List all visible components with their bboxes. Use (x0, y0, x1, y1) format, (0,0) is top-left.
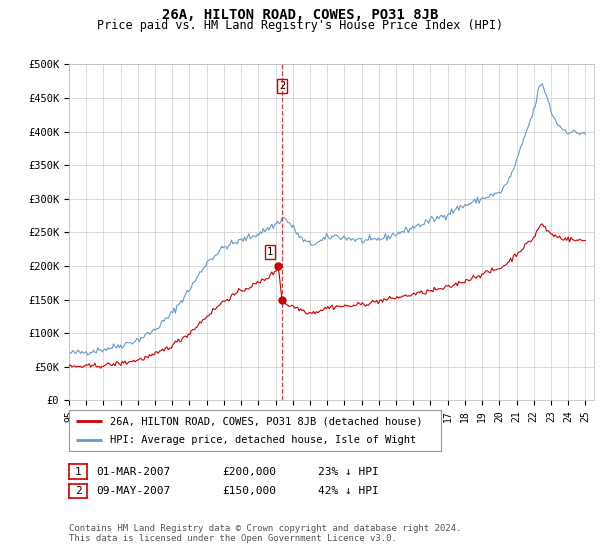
Text: 26A, HILTON ROAD, COWES, PO31 8JB (detached house): 26A, HILTON ROAD, COWES, PO31 8JB (detac… (110, 417, 422, 426)
Text: 1: 1 (74, 466, 82, 477)
Text: 09-MAY-2007: 09-MAY-2007 (96, 486, 170, 496)
Text: 2: 2 (279, 81, 285, 91)
Text: £150,000: £150,000 (222, 486, 276, 496)
Text: 2: 2 (74, 486, 82, 496)
Text: HPI: Average price, detached house, Isle of Wight: HPI: Average price, detached house, Isle… (110, 435, 416, 445)
Text: This data is licensed under the Open Government Licence v3.0.: This data is licensed under the Open Gov… (69, 534, 397, 543)
Text: Contains HM Land Registry data © Crown copyright and database right 2024.: Contains HM Land Registry data © Crown c… (69, 524, 461, 533)
Text: 1: 1 (267, 246, 273, 256)
Text: Price paid vs. HM Land Registry's House Price Index (HPI): Price paid vs. HM Land Registry's House … (97, 19, 503, 32)
Text: 42% ↓ HPI: 42% ↓ HPI (318, 486, 379, 496)
Text: 26A, HILTON ROAD, COWES, PO31 8JB: 26A, HILTON ROAD, COWES, PO31 8JB (162, 8, 438, 22)
Text: 01-MAR-2007: 01-MAR-2007 (96, 466, 170, 477)
Text: £200,000: £200,000 (222, 466, 276, 477)
Text: 23% ↓ HPI: 23% ↓ HPI (318, 466, 379, 477)
